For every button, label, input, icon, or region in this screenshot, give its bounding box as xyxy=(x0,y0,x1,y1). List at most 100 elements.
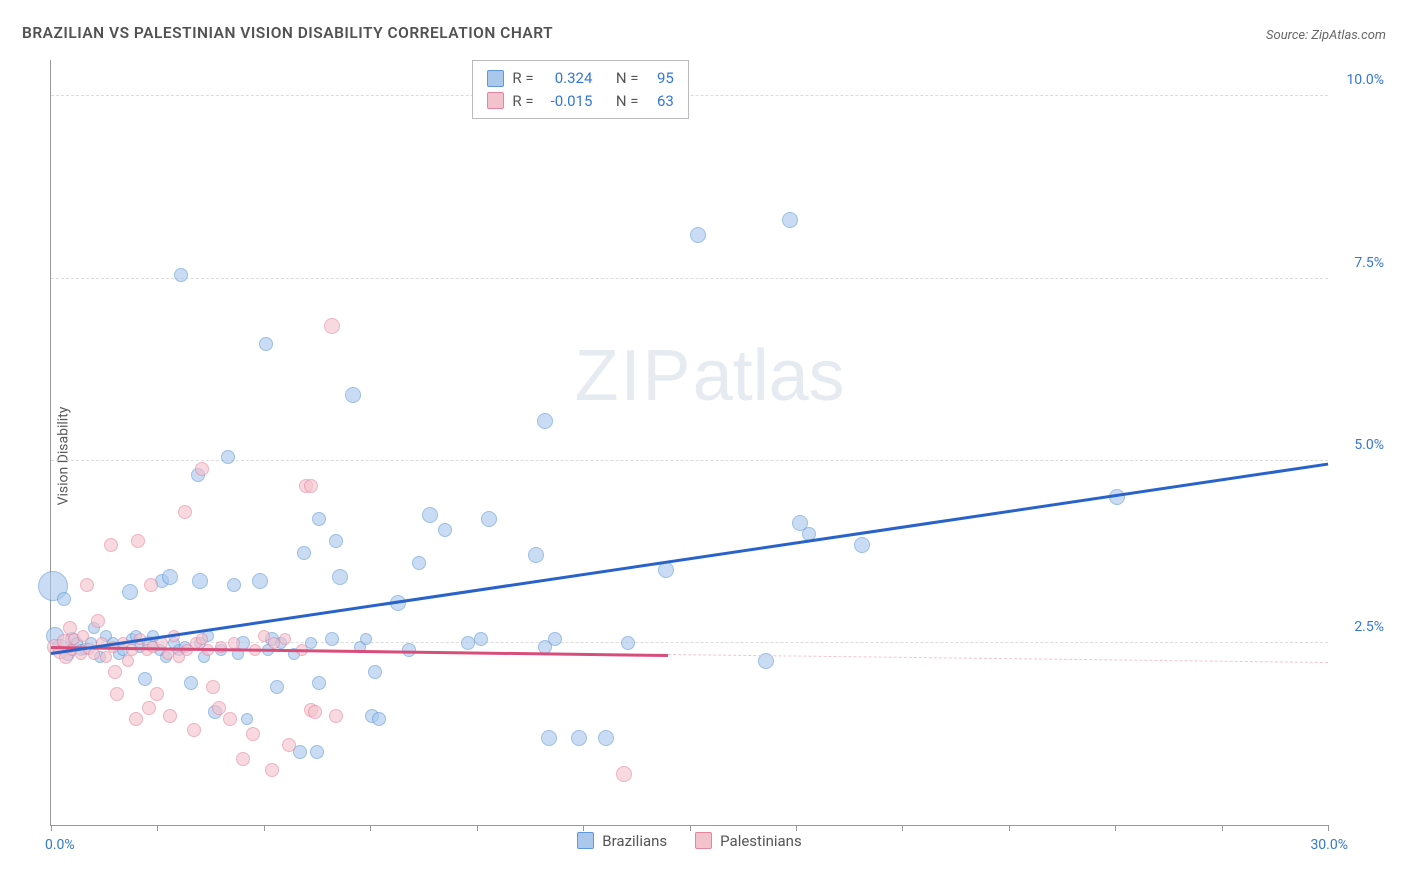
scatter-point xyxy=(88,648,100,660)
scatter-point xyxy=(537,413,553,429)
scatter-point xyxy=(246,727,260,741)
scatter-point xyxy=(241,713,253,725)
x-tick xyxy=(1009,825,1010,831)
scatter-point xyxy=(312,676,326,690)
scatter-point xyxy=(782,212,798,228)
scatter-point xyxy=(474,632,488,646)
watermark: ZIPatlas xyxy=(575,335,845,417)
x-tick xyxy=(51,825,52,831)
scatter-point xyxy=(329,534,343,548)
gridline xyxy=(51,95,1328,96)
scatter-point xyxy=(621,636,635,650)
scatter-point xyxy=(144,578,158,592)
legend-r-label: R = xyxy=(512,90,536,113)
legend-swatch xyxy=(695,832,712,849)
scatter-point xyxy=(178,505,192,519)
scatter-point xyxy=(227,578,241,592)
legend-swatch xyxy=(577,832,594,849)
scatter-point xyxy=(438,523,452,537)
scatter-point xyxy=(690,227,706,243)
chart-container: Vision Disability ZIPatlas 0.0% 30.0% Br… xyxy=(50,60,1386,852)
scatter-point xyxy=(91,614,105,628)
scatter-point xyxy=(122,584,138,600)
scatter-point xyxy=(310,745,324,759)
scatter-point xyxy=(221,450,235,464)
scatter-point xyxy=(616,766,632,782)
scatter-point xyxy=(163,709,177,723)
scatter-point xyxy=(57,592,71,606)
scatter-point xyxy=(259,337,273,351)
scatter-point xyxy=(312,512,326,526)
scatter-point xyxy=(77,630,89,642)
scatter-point xyxy=(279,633,291,645)
scatter-point xyxy=(223,712,237,726)
scatter-point xyxy=(332,569,348,585)
scatter-point xyxy=(372,712,386,726)
scatter-point xyxy=(270,680,284,694)
scatter-point xyxy=(195,462,209,476)
x-tick xyxy=(264,825,265,831)
scatter-point xyxy=(187,723,201,737)
scatter-point xyxy=(206,680,220,694)
x-tick xyxy=(1115,825,1116,831)
watermark-atlas: atlas xyxy=(693,336,845,416)
scatter-point xyxy=(131,534,145,548)
y-tick-label: 5.0% xyxy=(1354,437,1384,453)
y-tick-label: 7.5% xyxy=(1354,255,1384,271)
scatter-point xyxy=(126,644,138,656)
legend-swatch xyxy=(487,92,504,109)
legend-bottom-wrap: Brazilians Palestinians xyxy=(51,832,1328,854)
scatter-point xyxy=(304,479,318,493)
legend-n-label: N = xyxy=(616,90,640,113)
scatter-point xyxy=(297,546,311,560)
scatter-point xyxy=(571,730,587,746)
legend-r-value: -0.015 xyxy=(544,90,592,113)
scatter-point xyxy=(265,763,279,777)
legend-n-value: 95 xyxy=(648,67,674,90)
scatter-point xyxy=(162,569,178,585)
scatter-point xyxy=(412,556,426,570)
legend-bottom-item: Brazilians xyxy=(577,832,667,850)
legend-swatch xyxy=(487,70,504,87)
scatter-point xyxy=(192,573,208,589)
x-tick xyxy=(796,825,797,831)
scatter-point xyxy=(142,701,156,715)
scatter-point xyxy=(100,651,112,663)
trendline xyxy=(51,462,1328,654)
y-tick-label: 2.5% xyxy=(1354,619,1384,635)
plot-area: ZIPatlas 0.0% 30.0% BraziliansPalestinia… xyxy=(50,60,1328,826)
scatter-point xyxy=(80,578,94,592)
x-tick xyxy=(477,825,478,831)
scatter-point xyxy=(854,537,870,553)
scatter-point xyxy=(184,676,198,690)
legend-r-value: 0.324 xyxy=(544,67,592,90)
legend-top-row: R =-0.015 N =63 xyxy=(487,90,673,113)
scatter-point xyxy=(282,738,296,752)
legend-n-label: N = xyxy=(616,67,640,90)
scatter-point xyxy=(329,709,343,723)
scatter-point xyxy=(325,632,339,646)
scatter-point xyxy=(324,318,340,334)
scatter-point xyxy=(108,665,122,679)
x-tick xyxy=(583,825,584,831)
scatter-point xyxy=(129,712,143,726)
legend-top: R =0.324 N =95R =-0.015 N =63 xyxy=(472,60,688,119)
legend-series-label: Brazilians xyxy=(602,832,667,850)
scatter-point xyxy=(104,538,118,552)
scatter-point xyxy=(236,752,250,766)
scatter-point xyxy=(368,665,382,679)
scatter-point xyxy=(228,637,240,649)
x-tick xyxy=(690,825,691,831)
scatter-point xyxy=(658,562,674,578)
scatter-point xyxy=(481,511,497,527)
scatter-point xyxy=(345,387,361,403)
x-tick xyxy=(1328,825,1329,831)
legend-bottom-item: Palestinians xyxy=(695,832,802,850)
x-tick xyxy=(1222,825,1223,831)
scatter-point xyxy=(541,730,557,746)
legend-top-row: R =0.324 N =95 xyxy=(487,67,673,90)
watermark-zip: ZIP xyxy=(575,336,693,416)
scatter-point xyxy=(422,507,438,523)
chart-title: BRAZILIAN VS PALESTINIAN VISION DISABILI… xyxy=(22,24,553,42)
x-tick xyxy=(902,825,903,831)
